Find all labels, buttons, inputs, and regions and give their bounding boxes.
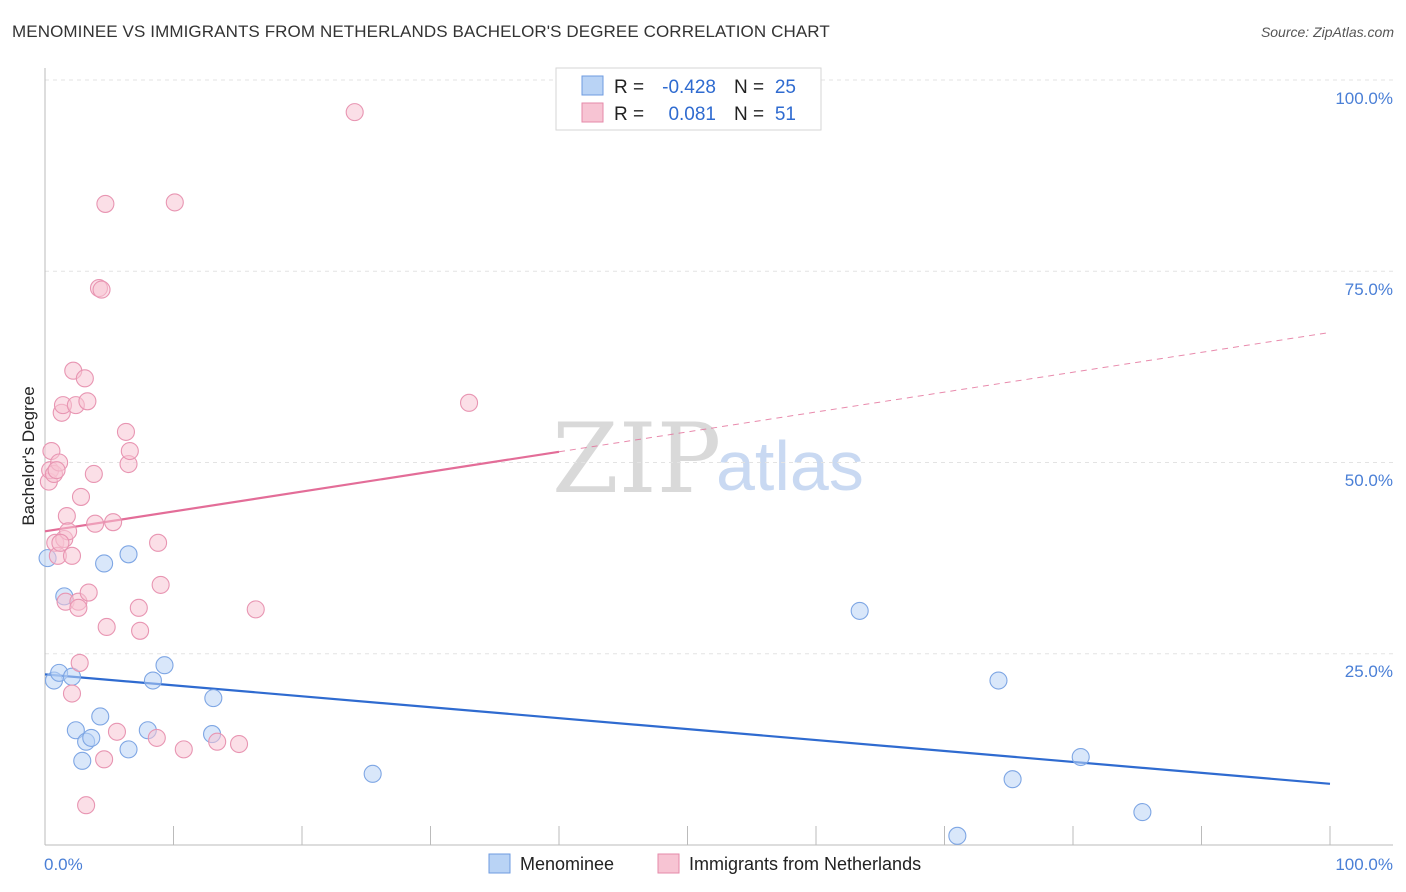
netherlands-point-34 <box>116 422 136 441</box>
watermark-atlas: atlas <box>716 427 864 505</box>
grid-lines <box>45 79 1393 655</box>
menominee-point-19 <box>850 601 869 620</box>
series-legend-swatch-menominee <box>488 853 511 874</box>
netherlands-point-33 <box>107 722 127 741</box>
netherlands-point-23 <box>78 392 97 411</box>
legend-n-label-1: N = <box>734 77 764 98</box>
netherlands-point-14 <box>62 684 82 703</box>
legend-swatch-pink <box>581 102 604 123</box>
trend-line-1-solid <box>44 450 560 533</box>
menominee-point-22 <box>1071 747 1090 767</box>
y-tick-25: 25.0% <box>1345 662 1393 681</box>
netherlands-point-24 <box>79 583 98 602</box>
legend-r-label-1: R = <box>614 77 644 98</box>
netherlands-point-40 <box>149 533 168 552</box>
watermark-zip: ZIP <box>552 403 721 515</box>
netherlands-point-48 <box>459 393 479 412</box>
trend-lines <box>44 331 1331 785</box>
netherlands-point-32 <box>104 513 123 532</box>
legend-r-value-2: 0.081 <box>668 104 716 125</box>
trend-line-1-dashed <box>558 331 1331 453</box>
netherlands-point-19 <box>70 653 89 672</box>
legend-r-value-1: -0.428 <box>662 77 716 98</box>
netherlands-point-31 <box>97 617 116 637</box>
netherlands-point-46 <box>246 600 265 619</box>
series-legend-swatch-netherlands <box>657 853 680 874</box>
y-tick-75: 75.0% <box>1345 280 1393 299</box>
x-tick-0: 0.0% <box>44 855 83 874</box>
netherlands-point-22 <box>77 796 96 815</box>
data-points <box>38 103 1152 845</box>
series-legend-netherlands: Immigrants from Netherlands <box>689 854 921 874</box>
netherlands-point-25 <box>84 464 103 484</box>
trend-line-0 <box>44 673 1331 785</box>
netherlands-point-20 <box>71 487 91 506</box>
legend-n-label-2: N = <box>734 104 764 125</box>
netherlands-point-26 <box>86 514 105 533</box>
netherlands-point-30 <box>96 194 115 213</box>
menominee-point-21 <box>1003 770 1022 789</box>
netherlands-point-28 <box>92 280 111 299</box>
series-legend: Menominee Immigrants from Netherlands <box>488 853 921 874</box>
netherlands-point-21 <box>75 369 94 388</box>
menominee-point-18 <box>363 764 382 783</box>
correlation-legend: R = -0.428 N = 25 R = 0.081 N = 51 <box>555 67 822 131</box>
source-label: Source: ZipAtlas.com <box>1260 24 1394 40</box>
menominee-point-23 <box>1133 803 1152 822</box>
menominee-point-11 <box>119 740 138 759</box>
netherlands-point-44 <box>208 732 227 751</box>
netherlands-point-41 <box>151 575 170 594</box>
legend-r-label-2: R = <box>614 104 644 125</box>
netherlands-point-29 <box>95 750 114 769</box>
menominee-point-14 <box>143 671 162 690</box>
netherlands-point-42 <box>165 193 184 212</box>
netherlands-point-38 <box>131 621 150 640</box>
menominee-point-8 <box>82 728 101 747</box>
chart-title: MENOMINEE VS IMMIGRANTS FROM NETHERLANDS… <box>12 22 830 41</box>
netherlands-point-47 <box>345 103 364 122</box>
netherlands-point-43 <box>174 740 193 759</box>
legend-n-value-2: 51 <box>775 104 796 125</box>
menominee-point-17 <box>204 689 223 708</box>
y-tick-100: 100.0% <box>1335 89 1393 108</box>
netherlands-point-18 <box>69 598 88 617</box>
netherlands-point-49 <box>47 461 66 480</box>
netherlands-point-50 <box>51 533 70 552</box>
x-tick-100: 100.0% <box>1335 855 1393 874</box>
menominee-point-12 <box>119 545 138 564</box>
netherlands-point-37 <box>129 598 148 617</box>
menominee-point-6 <box>73 751 92 770</box>
y-axis-label: Bachelor's Degree <box>19 386 38 525</box>
menominee-point-5 <box>66 721 85 740</box>
menominee-point-10 <box>95 554 114 573</box>
menominee-point-9 <box>91 707 110 726</box>
legend-swatch-blue <box>581 75 604 96</box>
netherlands-point-36 <box>120 441 139 461</box>
netherlands-point-45 <box>229 734 249 754</box>
menominee-point-20 <box>989 671 1008 690</box>
menominee-point-24 <box>948 826 967 845</box>
y-tick-50: 50.0% <box>1345 471 1393 490</box>
netherlands-point-11 <box>57 506 76 526</box>
legend-n-value-1: 25 <box>775 77 796 98</box>
menominee-point-15 <box>155 656 174 675</box>
netherlands-point-13 <box>62 546 82 565</box>
netherlands-point-39 <box>147 728 166 747</box>
series-legend-menominee: Menominee <box>520 854 614 874</box>
